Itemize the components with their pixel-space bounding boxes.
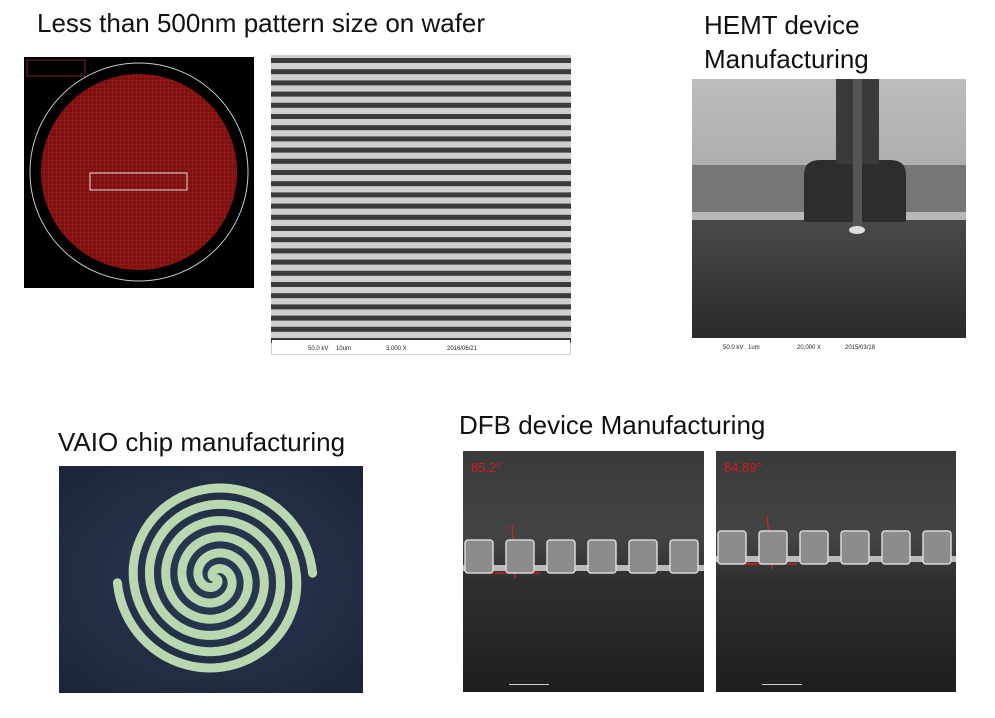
stripe [271, 136, 571, 142]
grating-tooth [628, 539, 658, 574]
stripe [271, 170, 571, 175]
wafer-image [24, 57, 254, 288]
stripe [271, 259, 571, 265]
sem-info: 20,000 X [797, 345, 821, 351]
dfb-sem: 85.2° 84.89° [463, 451, 956, 692]
grating-tooth [799, 530, 829, 565]
sem-info: 3,000 X [386, 346, 407, 352]
sem-info: 2015/03/18 [845, 345, 876, 351]
spiral-arm [128, 483, 318, 657]
sem-info-bar: 50.0 kV 10um 3,000 X 2016/06/21 [272, 340, 570, 354]
line-pattern-sem [271, 55, 571, 355]
grating-tooth [840, 530, 870, 565]
section-title: Less than 500nm pattern size on wafer [37, 8, 485, 38]
grating-tooth [669, 539, 699, 574]
stripe [271, 69, 571, 75]
section-title: VAIO chip manufacturing [58, 427, 345, 457]
grating-tooth [922, 530, 952, 565]
angle-label: 85.2° [471, 460, 502, 475]
grating-tooth [587, 539, 617, 574]
grating-tooth [464, 539, 494, 574]
stripe [271, 237, 571, 243]
stripe [271, 181, 571, 187]
angle-label: 84.89° [724, 460, 762, 475]
stripe [271, 282, 571, 287]
info-line [762, 684, 802, 685]
stripe [271, 270, 571, 276]
stripe [271, 315, 571, 321]
hemt-sem: 50.0 kV 1um 20,000 X 2015/03/18 [692, 79, 966, 352]
stripe [271, 158, 571, 164]
stripe [271, 203, 571, 209]
sem-info: 1um [748, 345, 760, 351]
grating-tooth [546, 539, 576, 574]
stripe [271, 102, 571, 108]
stripe [271, 304, 571, 310]
stripe [271, 214, 571, 220]
stripe [271, 326, 571, 332]
spiral-arm [112, 499, 302, 673]
grating-tooth [758, 530, 788, 565]
grating-tooth [505, 539, 535, 574]
section-title: DFB device Manufacturing [459, 410, 765, 440]
stripe [271, 226, 571, 231]
sem-info: 50.0 kV [308, 346, 328, 352]
stripe [271, 293, 571, 299]
grating-tooth [881, 530, 911, 565]
section-title: Manufacturing [704, 44, 869, 74]
stripe [271, 58, 571, 63]
stripe [271, 147, 571, 153]
stripe [271, 125, 571, 131]
sem-info: 2016/06/21 [447, 346, 478, 352]
grating-base [716, 556, 956, 562]
sem-info: 10um [336, 346, 351, 352]
grating-tooth [717, 530, 747, 565]
stripe [271, 91, 571, 97]
stripe [271, 192, 571, 198]
sem-info: 50.0 kV [723, 345, 743, 351]
stripe [271, 80, 571, 86]
info-line [509, 684, 549, 685]
section-title: HEMT device [704, 10, 860, 40]
stripe [271, 114, 571, 119]
spiral-chip [59, 466, 363, 693]
grating-base [463, 565, 704, 571]
stripe [271, 248, 571, 254]
